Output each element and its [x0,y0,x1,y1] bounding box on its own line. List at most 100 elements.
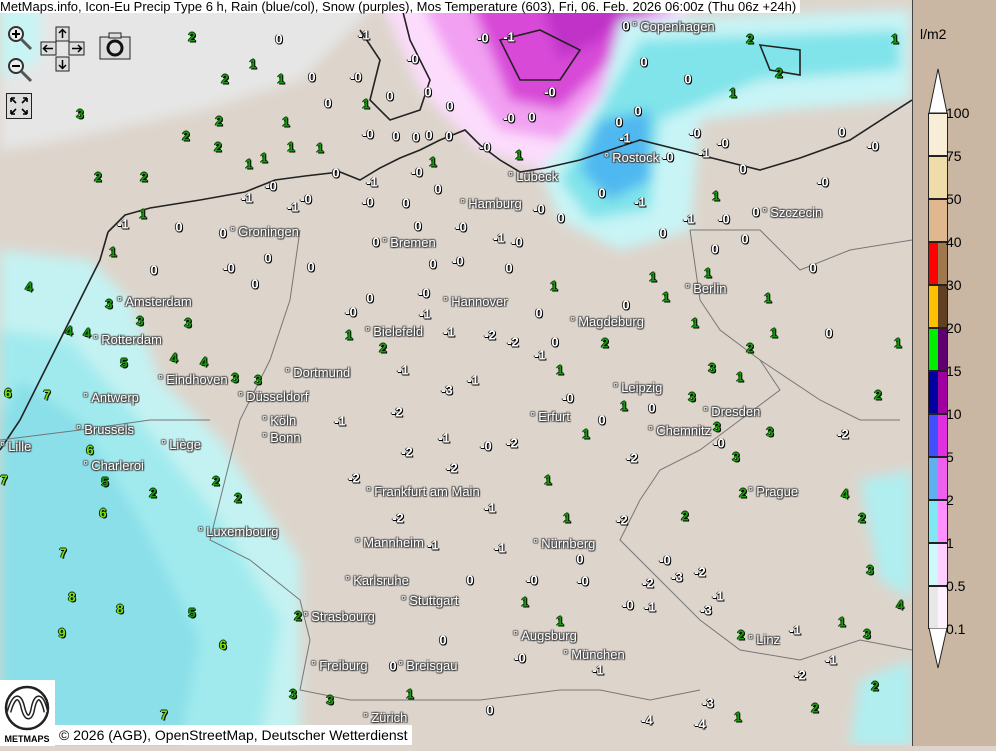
city-label: Lübeck [508,170,558,184]
temperature-label: 0 [752,204,760,220]
precip-layer [0,0,912,746]
temperature-label: -0 [533,201,545,217]
temperature-label: 0 [445,128,453,144]
fullscreen-button[interactable] [6,93,32,124]
legend-top-arrow [928,68,948,114]
temperature-label: 1 [245,156,253,172]
city-label: Magdeburg [570,315,644,329]
temperature-label: 2 [149,485,157,501]
temperature-label: 0 [659,225,667,241]
temperature-label: 3 [105,296,113,312]
temperature-label: 0 [434,181,442,197]
temperature-label: 1 [544,472,552,488]
metmaps-logo: METMAPS [0,680,55,746]
temperature-label: 0 [576,551,584,567]
legend-tick: 0.1 [946,621,966,637]
temperature-label: 0 [528,109,536,125]
temperature-label: 4 [170,350,178,366]
screenshot-button[interactable] [99,31,131,66]
temperature-label: 2 [746,31,754,47]
city-label: Brussels [76,423,134,437]
temperature-label: 6 [219,637,227,653]
city-label: Stuttgart [401,594,458,608]
temperature-label: 0 [175,219,183,235]
temperature-label: -2 [446,460,458,476]
zoom-out-button[interactable] [6,56,34,89]
temperature-label: 2 [140,169,148,185]
legend-band [928,371,948,414]
legend-band [928,156,948,199]
city-label: Frankfurt am Main [366,485,479,499]
temperature-label: 1 [582,426,590,442]
city-label: Charleroi [83,459,144,473]
temperature-label: 4 [65,323,73,339]
temperature-label: -0 [526,572,538,588]
city-label: München [563,648,624,662]
temperature-label: 1 [764,290,772,306]
temperature-label: -1 [484,500,496,516]
temperature-label: -0 [300,191,312,207]
city-label: Erfurt [530,410,570,424]
temperature-label: -0 [477,30,489,46]
temperature-label: 2 [182,128,190,144]
temperature-label: 2 [874,387,882,403]
legend-band [928,414,948,457]
legend-tick: 75 [946,148,962,164]
temperature-label: 6 [99,505,107,521]
temperature-label: 2 [811,700,819,716]
zoom-out-icon [8,58,33,83]
legend-tick: 20 [946,320,962,336]
temperature-label: -1 [334,413,346,429]
temperature-label: 0 [429,256,437,272]
city-label: Rotterdam [93,333,162,347]
temperature-label: -0 [479,139,491,155]
temperature-label: -2 [794,667,806,683]
city-label: Bremen [382,236,436,250]
temperature-label: 2 [214,139,222,155]
temperature-label: -2 [348,470,360,486]
zoom-in-button[interactable] [6,24,34,57]
temperature-label: -0 [689,125,701,141]
temperature-label: -1 [712,588,724,604]
temperature-label: 0 [150,262,158,278]
city-label: Groningen [230,225,299,239]
temperature-label: -1 [494,540,506,556]
temperature-label: 0 [825,325,833,341]
temperature-label: 2 [746,340,754,356]
temperature-label: 0 [402,195,410,211]
temperature-label: 0 [389,658,397,674]
temperature-label: -0 [503,110,515,126]
temperature-label: 7 [0,472,8,488]
temperature-label: 0 [640,54,648,70]
temperature-label: 2 [234,490,242,506]
temperature-label: -0 [418,285,430,301]
legend-tick: 1 [946,535,954,551]
temperature-label: 4 [841,486,849,502]
temperature-label: -0 [452,253,464,269]
temperature-label: 1 [838,614,846,630]
temperature-label: 6 [86,442,94,458]
city-label: Amsterdam [117,295,191,309]
temperature-label: 2 [215,113,223,129]
temperature-label: 0 [372,234,380,250]
temperature-label: -1 [534,347,546,363]
legend-tick: 50 [946,191,962,207]
temperature-label: -0 [713,435,725,451]
temperature-label: -1 [503,29,515,45]
pan-control[interactable] [40,26,86,77]
camera-icon [99,32,131,60]
svg-text:METMAPS: METMAPS [5,734,50,744]
weather-map[interactable]: 2 0 1 2 1 3 2 1 2 2 1 1 1 2 2 -0 -1 -1 1 -1 0 0 1 0 -0 0 0 4 3 3 3 4 4 5 4… [0,0,912,746]
temperature-label: -2 [642,575,654,591]
temperature-label: 1 [704,265,712,281]
temperature-label: -1 [789,622,801,638]
temperature-label: 1 [770,325,778,341]
temperature-label: 8 [116,601,124,617]
temperature-label: 0 [366,290,374,306]
city-label: Rostock [604,151,659,165]
temperature-label: -1 [698,145,710,161]
temperature-label: 3 [708,360,716,376]
city-label: Bielefeld [365,325,423,339]
temperature-label: 1 [316,140,324,156]
temperature-label: 8 [68,589,76,605]
